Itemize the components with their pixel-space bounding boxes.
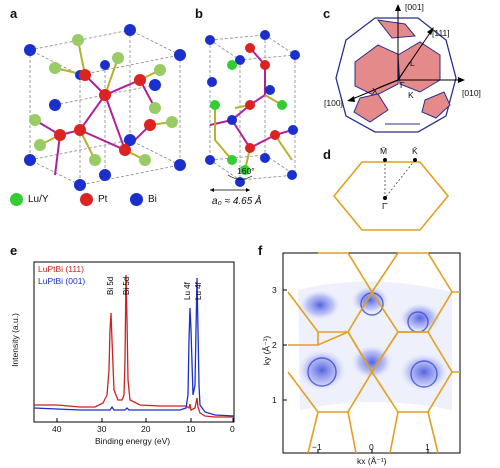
panel-label-b: b <box>195 6 203 21</box>
direction-100-label: [100] <box>324 98 343 108</box>
panel-label-c: c <box>323 6 331 21</box>
y-axis-label-e: Intensity (a.u.) <box>9 313 20 367</box>
legend-label-bi: Bi <box>148 194 157 205</box>
point-gamma-bar-label: Γ̄ <box>382 201 387 211</box>
xps-plot-e: Bi 5d Bi 5d Lu 4f Lu 4f <box>33 261 235 423</box>
lattice-constant-label: a₀ ≈ 4.65 Å <box>212 196 262 207</box>
x-tick-40: 40 <box>52 424 62 434</box>
x-tick-10: 10 <box>186 424 196 434</box>
legend-entry-111: LuPtBi (111) <box>38 264 84 274</box>
surface-bz-d <box>332 158 450 231</box>
peak-label-lu-4f52: Lu 4f <box>183 281 192 300</box>
point-K-bar-label: K̄ <box>412 146 418 156</box>
f-x-tick-neg1: −1 <box>312 442 322 452</box>
point-L-label: L <box>410 58 415 68</box>
legend-entry-001: LuPtBi (001) <box>38 276 86 286</box>
legend-label-luy: Lu/Y <box>28 194 49 205</box>
f-x-tick-1: 1 <box>425 442 430 452</box>
point-gamma-label: Γ <box>400 80 405 90</box>
f-y-tick-2: 2 <box>272 340 277 350</box>
x-tick-0: 0 <box>230 424 235 434</box>
arpes-map-f <box>282 252 461 454</box>
atoms-a <box>24 24 186 191</box>
peak-label-lu-4f72: Lu 4f <box>194 281 203 300</box>
direction-010-label: [010] <box>462 88 481 98</box>
series-line-001 <box>33 277 235 417</box>
angle-label: 160° <box>237 166 255 176</box>
plot-frame-e <box>33 261 235 423</box>
point-K-label: K <box>408 90 414 100</box>
direction-001-label: [001] <box>405 2 424 12</box>
f-y-tick-1: 1 <box>272 395 277 405</box>
point-M-bar-label: M̄ <box>380 146 388 156</box>
peak-label-bi-5d32: Bi 5d <box>106 277 115 295</box>
brillouin-zone-c <box>335 4 465 133</box>
y-axis-label-f: ky (Å⁻¹) <box>261 335 272 366</box>
panel-label-a: a <box>10 6 18 21</box>
panel-label-d: d <box>323 147 331 162</box>
direction-111-label: [111] <box>432 28 450 38</box>
panel-label-e: e <box>10 243 18 258</box>
legend-label-pt: Pt <box>98 194 108 205</box>
series-line-111 <box>34 274 234 418</box>
crystal-structure-a <box>24 24 186 191</box>
f-x-tick-0: 0 <box>369 442 374 452</box>
legend-dot-bi <box>130 193 143 206</box>
x-axis-label-e: Binding energy (eV) <box>95 436 171 446</box>
legend-dot-luy <box>10 193 23 206</box>
crystal-structure-b <box>205 30 300 192</box>
panel-label-f: f <box>258 243 263 258</box>
x-axis-label-f: kx (Å⁻¹) <box>357 456 387 466</box>
point-X-label: X <box>372 86 378 96</box>
peak-label-bi-5d52: Bi 5d <box>122 277 131 295</box>
legend-dot-pt <box>80 193 93 206</box>
x-tick-20: 20 <box>141 424 151 434</box>
x-tick-30: 30 <box>97 424 107 434</box>
f-y-tick-3: 3 <box>272 285 277 295</box>
